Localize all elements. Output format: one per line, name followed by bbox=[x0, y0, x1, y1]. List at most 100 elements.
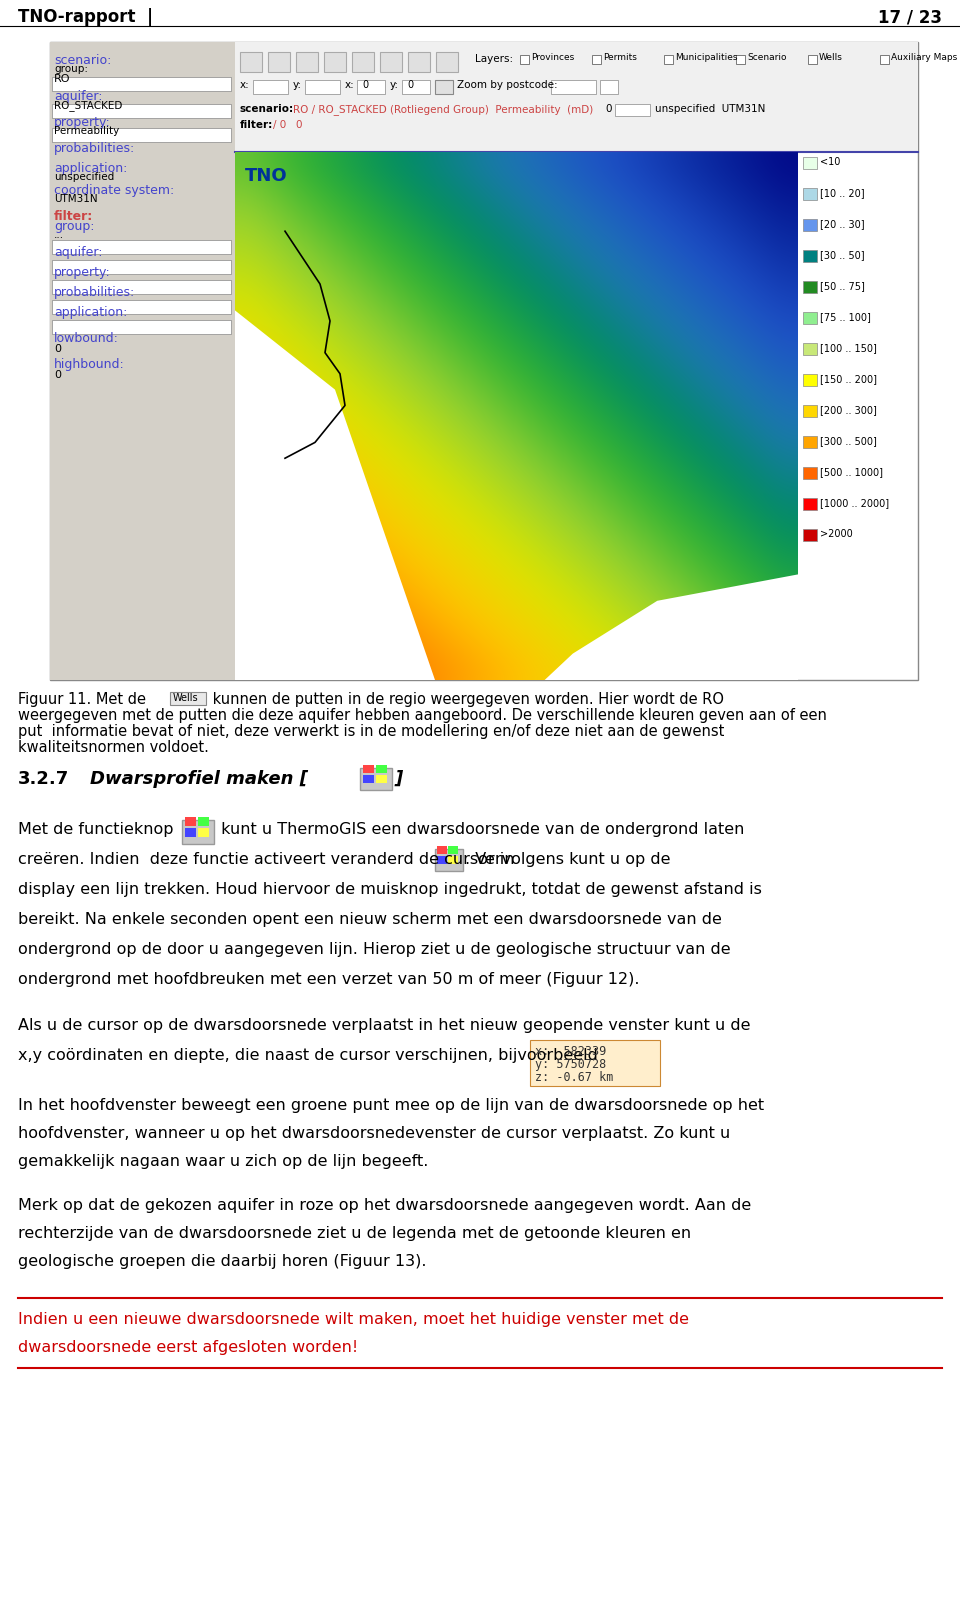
Bar bbox=[380, 52, 402, 73]
Text: probabilities:: probabilities: bbox=[54, 142, 135, 155]
Bar bbox=[357, 81, 385, 94]
Text: Dwarsprofiel maken [: Dwarsprofiel maken [ bbox=[90, 769, 308, 789]
Bar bbox=[448, 856, 458, 865]
Text: [10 .. 20]: [10 .. 20] bbox=[820, 187, 865, 199]
Bar bbox=[803, 528, 817, 541]
Bar bbox=[198, 818, 209, 826]
Text: Als u de cursor op de dwarsdoorsnede verplaatst in het nieuw geopende venster ku: Als u de cursor op de dwarsdoorsnede ver… bbox=[18, 1018, 751, 1033]
Polygon shape bbox=[544, 574, 798, 680]
Text: probabilities:: probabilities: bbox=[54, 286, 135, 299]
Text: RO / RO_STACKED (Rotliegend Group)  Permeability  (mD): RO / RO_STACKED (Rotliegend Group) Perme… bbox=[293, 103, 593, 115]
Text: [150 .. 200]: [150 .. 200] bbox=[820, 373, 877, 385]
Bar bbox=[52, 78, 231, 90]
Text: kwaliteitsnormen voldoet.: kwaliteitsnormen voldoet. bbox=[18, 740, 209, 755]
Text: Zoom by postcode:: Zoom by postcode: bbox=[457, 81, 558, 90]
Bar bbox=[52, 128, 231, 142]
Text: aquifer:: aquifer: bbox=[54, 246, 103, 259]
Text: 0: 0 bbox=[407, 81, 413, 90]
Text: y:: y: bbox=[390, 81, 399, 90]
Text: weergegeven met de putten die deze aquifer hebben aangeboord. De verschillende k: weergegeven met de putten die deze aquif… bbox=[18, 708, 827, 722]
Bar bbox=[50, 42, 235, 680]
Text: coordinate system:: coordinate system: bbox=[54, 184, 175, 197]
Text: Met de functieknop: Met de functieknop bbox=[18, 823, 174, 837]
Bar bbox=[803, 436, 817, 448]
Bar bbox=[52, 241, 231, 254]
Text: highbound:: highbound: bbox=[54, 359, 125, 372]
Text: [75 .. 100]: [75 .. 100] bbox=[820, 312, 871, 322]
Text: z: -0.67 km: z: -0.67 km bbox=[535, 1071, 613, 1084]
Bar bbox=[437, 856, 447, 865]
Bar bbox=[198, 827, 209, 837]
Text: 0: 0 bbox=[362, 81, 368, 90]
Bar bbox=[235, 42, 918, 152]
Text: [500 .. 1000]: [500 .. 1000] bbox=[820, 467, 883, 477]
Bar bbox=[376, 776, 387, 784]
Bar bbox=[880, 55, 889, 65]
Bar bbox=[803, 406, 817, 417]
Text: [300 .. 500]: [300 .. 500] bbox=[820, 436, 876, 446]
Text: dwarsdoorsnede eerst afgesloten worden!: dwarsdoorsnede eerst afgesloten worden! bbox=[18, 1340, 358, 1354]
Text: UTM31N: UTM31N bbox=[54, 194, 98, 204]
Text: Layers:: Layers: bbox=[475, 53, 514, 65]
Bar bbox=[803, 250, 817, 262]
Bar bbox=[296, 52, 318, 73]
Bar bbox=[363, 764, 374, 772]
Text: geologische groepen die daarbij horen (Figuur 13).: geologische groepen die daarbij horen (F… bbox=[18, 1254, 426, 1269]
Bar bbox=[253, 81, 288, 94]
Text: . Vervolgens kunt u op de: . Vervolgens kunt u op de bbox=[465, 852, 670, 868]
Text: display een lijn trekken. Houd hiervoor de muisknop ingedrukt, totdat de gewenst: display een lijn trekken. Houd hiervoor … bbox=[18, 882, 762, 897]
Text: / 0   0: / 0 0 bbox=[273, 120, 302, 129]
Text: <10: <10 bbox=[820, 157, 840, 166]
Bar bbox=[185, 818, 196, 826]
Bar bbox=[352, 52, 374, 73]
Bar bbox=[803, 281, 817, 292]
Text: creëren. Indien  deze functie activeert veranderd de cursor in: creëren. Indien deze functie activeert v… bbox=[18, 852, 515, 868]
Text: [200 .. 300]: [200 .. 300] bbox=[820, 406, 876, 415]
Text: x,y coördinaten en diepte, die naast de cursor verschijnen, bijvoorbeeld: x,y coördinaten en diepte, die naast de … bbox=[18, 1049, 598, 1063]
Bar bbox=[402, 81, 430, 94]
Text: >2000: >2000 bbox=[820, 528, 852, 540]
Text: Wells: Wells bbox=[819, 53, 843, 61]
Bar bbox=[182, 819, 214, 844]
Text: kunnen de putten in de regio weergegeven worden. Hier wordt de RO: kunnen de putten in de regio weergegeven… bbox=[208, 692, 724, 708]
Bar bbox=[52, 320, 231, 335]
Bar bbox=[448, 847, 458, 853]
Text: group:: group: bbox=[54, 220, 94, 233]
Bar bbox=[305, 81, 340, 94]
Bar bbox=[664, 55, 673, 65]
Text: 3.2.7: 3.2.7 bbox=[18, 769, 69, 789]
Text: Auxiliary Maps: Auxiliary Maps bbox=[891, 53, 957, 61]
Bar bbox=[435, 848, 463, 871]
Text: [20 .. 30]: [20 .. 30] bbox=[820, 220, 865, 229]
Bar bbox=[615, 103, 650, 116]
Bar bbox=[408, 52, 430, 73]
Bar bbox=[803, 187, 817, 200]
Text: y: 5750728: y: 5750728 bbox=[535, 1058, 607, 1071]
Text: [30 .. 50]: [30 .. 50] bbox=[820, 250, 865, 260]
Text: unspecified: unspecified bbox=[54, 171, 114, 183]
Bar bbox=[436, 52, 458, 73]
Bar bbox=[360, 768, 392, 790]
Text: property:: property: bbox=[54, 116, 110, 129]
Text: Provinces: Provinces bbox=[531, 53, 574, 61]
Text: lowbound:: lowbound: bbox=[54, 331, 119, 344]
Bar bbox=[52, 103, 231, 118]
Text: bereikt. Na enkele seconden opent een nieuw scherm met een dwarsdoorsnede van de: bereikt. Na enkele seconden opent een ni… bbox=[18, 911, 722, 928]
Text: 0: 0 bbox=[605, 103, 612, 115]
Text: TNO: TNO bbox=[245, 166, 288, 184]
Text: y:: y: bbox=[293, 81, 302, 90]
Text: 0: 0 bbox=[54, 344, 61, 354]
Text: RO: RO bbox=[54, 74, 70, 84]
Polygon shape bbox=[235, 310, 435, 680]
Text: Indien u een nieuwe dwarsdoorsnede wilt maken, moet het huidige venster met de: Indien u een nieuwe dwarsdoorsnede wilt … bbox=[18, 1312, 689, 1327]
Text: ...: ... bbox=[54, 229, 64, 241]
Text: hoofdvenster, wanneer u op het dwarsdoorsnedevenster de cursor verplaatst. Zo ku: hoofdvenster, wanneer u op het dwarsdoor… bbox=[18, 1126, 731, 1141]
Bar bbox=[803, 220, 817, 231]
Text: application:: application: bbox=[54, 305, 128, 318]
Text: TNO-rapport  |: TNO-rapport | bbox=[18, 8, 154, 26]
Bar bbox=[52, 260, 231, 275]
Text: x:: x: bbox=[240, 81, 250, 90]
Bar bbox=[363, 776, 374, 784]
Bar bbox=[185, 827, 196, 837]
Text: Merk op dat de gekozen aquifer in roze op het dwarsdoorsnede aangegeven wordt. A: Merk op dat de gekozen aquifer in roze o… bbox=[18, 1197, 752, 1214]
